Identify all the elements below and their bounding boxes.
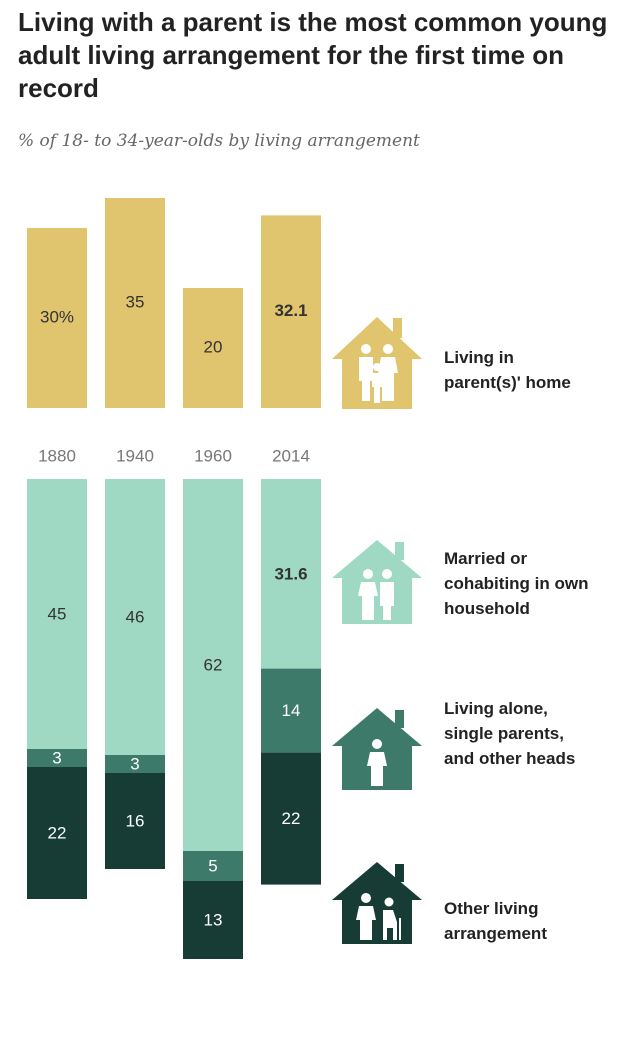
label-other-1940: 16 [126, 811, 145, 830]
bar-alone-1880 [27, 749, 87, 767]
chart-title: Living with a parent is the most common … [18, 7, 608, 103]
label-alone-2014: 14 [282, 701, 301, 720]
legend-other: Other living arrangement [444, 899, 547, 943]
bar-parent-2014 [261, 215, 321, 408]
bar-parent-1940 [105, 198, 165, 408]
bar-alone-1960 [183, 851, 243, 881]
year-label-2014: 2014 [272, 446, 310, 465]
bar-alone-2014 [261, 668, 321, 753]
bar-married-1940 [105, 479, 165, 755]
legend-married: Married or cohabiting in own household [444, 549, 589, 618]
label-married-1960: 62 [204, 655, 223, 674]
bar-other-1940 [105, 773, 165, 869]
label-other-1960: 13 [204, 910, 223, 929]
year-label-1940: 1940 [116, 446, 154, 465]
house-couple-icon [332, 540, 422, 624]
label-other-1880: 22 [48, 823, 67, 842]
bar-other-1960 [183, 881, 243, 959]
label-married-2014: 31.6 [274, 564, 307, 583]
bar-other-2014 [261, 752, 321, 885]
bar-parent-1880 [27, 228, 87, 408]
label-parent-1960: 20 [204, 337, 223, 356]
legend-alone: Living alone, single parents, and other … [444, 699, 576, 768]
bar-married-2014 [261, 479, 321, 669]
year-label-1880: 1880 [38, 446, 76, 465]
bar-other-1880 [27, 767, 87, 899]
label-parent-1880: 30% [40, 307, 74, 326]
year-label-1960: 1960 [194, 446, 232, 465]
house-elderly-person-icon [332, 862, 422, 944]
house-single-person-icon [332, 708, 422, 790]
legend-parent: Living in parent(s)' home [444, 348, 571, 392]
label-other-2014: 22 [282, 809, 301, 828]
label-married-1940: 46 [126, 607, 145, 626]
bar-alone-1940 [105, 755, 165, 773]
bar-married-1960 [183, 479, 243, 851]
label-alone-1880: 3 [52, 748, 61, 767]
bar-married-1880 [27, 479, 87, 749]
house-family-icon [332, 317, 422, 409]
label-married-1880: 45 [48, 604, 67, 623]
bar-parent-1960 [183, 288, 243, 408]
chart-subtitle: % of 18- to 34-year-olds by living arran… [18, 131, 420, 151]
label-parent-2014: 32.1 [274, 301, 307, 320]
label-alone-1960: 5 [208, 856, 217, 875]
label-alone-1940: 3 [130, 754, 139, 773]
label-parent-1940: 35 [126, 292, 145, 311]
